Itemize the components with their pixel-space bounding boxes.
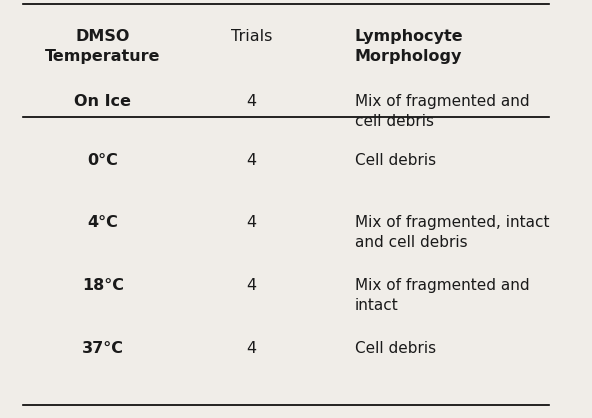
Text: DMSO
Temperature: DMSO Temperature (45, 29, 160, 64)
Text: 4: 4 (246, 278, 257, 293)
Text: 37°C: 37°C (82, 341, 124, 356)
Text: 4: 4 (246, 215, 257, 230)
Text: Mix of fragmented and
intact: Mix of fragmented and intact (355, 278, 529, 313)
Text: Lymphocyte
Morphology: Lymphocyte Morphology (355, 29, 463, 64)
Text: Cell debris: Cell debris (355, 341, 436, 356)
Text: Mix of fragmented and
cell debris: Mix of fragmented and cell debris (355, 94, 529, 129)
Text: Mix of fragmented, intact
and cell debris: Mix of fragmented, intact and cell debri… (355, 215, 549, 250)
Text: 18°C: 18°C (82, 278, 124, 293)
Text: 4: 4 (246, 341, 257, 356)
Text: 4°C: 4°C (88, 215, 118, 230)
Text: Trials: Trials (231, 29, 272, 44)
Text: Cell debris: Cell debris (355, 153, 436, 168)
Text: On Ice: On Ice (75, 94, 131, 109)
Text: 4: 4 (246, 153, 257, 168)
Text: 0°C: 0°C (88, 153, 118, 168)
Text: 4: 4 (246, 94, 257, 109)
